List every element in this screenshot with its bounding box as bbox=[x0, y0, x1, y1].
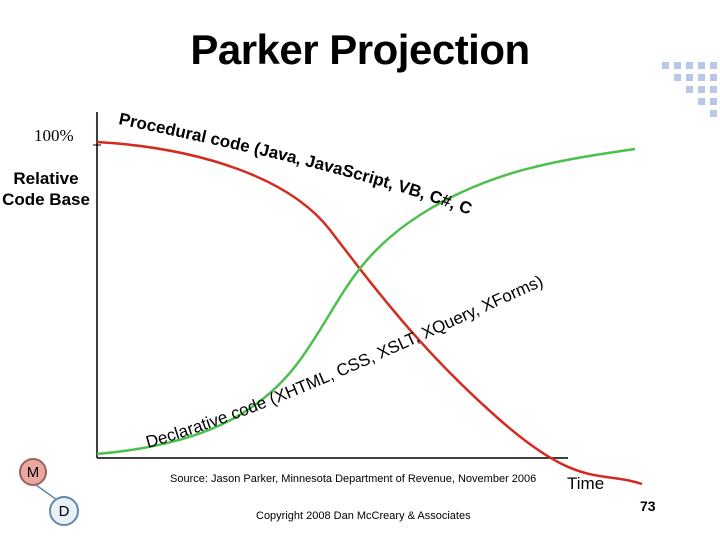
copyright-note: Copyright 2008 Dan McCreary & Associates bbox=[256, 510, 471, 522]
m-bubble-node: M bbox=[19, 458, 47, 486]
slide-title: Parker Projection bbox=[190, 26, 530, 73]
procedural-code-curve bbox=[96, 140, 643, 486]
y-axis-max-label: 100% bbox=[34, 126, 74, 145]
m-bubble-label: M bbox=[26, 463, 40, 481]
source-note: Source: Jason Parker, Minnesota Departme… bbox=[170, 473, 537, 485]
d-bubble-node: D bbox=[49, 496, 79, 526]
y-axis-label: Relative Code Base bbox=[2, 169, 90, 209]
d-bubble-label: D bbox=[58, 502, 70, 520]
x-axis-label: Time bbox=[567, 474, 605, 493]
page-number: 73 bbox=[640, 498, 656, 514]
decorative-squares bbox=[662, 62, 717, 117]
declarative-code-curve bbox=[96, 147, 636, 456]
